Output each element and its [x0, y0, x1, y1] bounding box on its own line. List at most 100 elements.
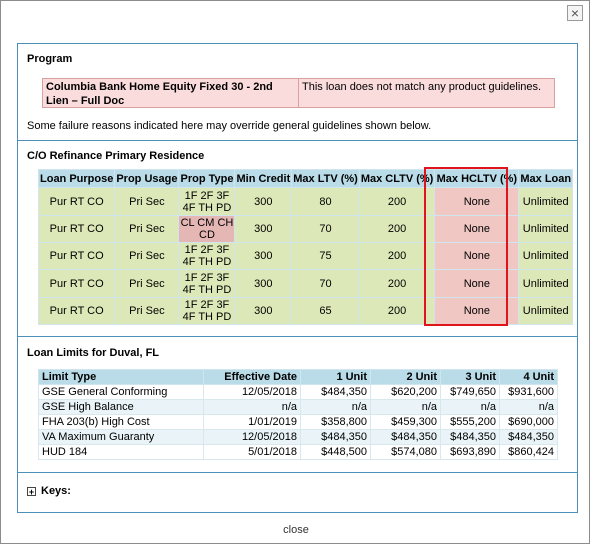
cell-purpose: Pur RT CO: [37, 297, 116, 325]
cell-hcltv: None: [434, 187, 520, 216]
cell-limit-type: FHA 203(b) High Cost: [38, 414, 204, 430]
cell-unit-1: $448,500: [300, 444, 371, 460]
refinance-header-row: Loan Purpose Prop Usage Prop Type Min Cr…: [37, 169, 574, 188]
cell-ltv: 70: [291, 215, 360, 243]
cell-unit-2: $459,300: [370, 414, 441, 430]
refinance-title: C/O Refinance Primary Residence: [27, 150, 205, 162]
cell-unit-2: n/a: [370, 399, 441, 415]
col-limit-type: Limit Type: [38, 369, 204, 385]
cell-date: 12/05/2018: [203, 429, 301, 445]
cell-unit-3: $555,200: [440, 414, 500, 430]
cell-usage: Pri Sec: [114, 215, 180, 243]
cell-max-loan: Unlimited: [518, 297, 574, 325]
col-max-hcltv: Max HCLTV (%): [434, 169, 520, 188]
cell-unit-1: $484,350: [300, 384, 371, 400]
cell-cltv: 200: [358, 269, 436, 298]
program-result-table: Columbia Bank Home Equity Fixed 30 - 2nd…: [42, 78, 555, 108]
cell-unit-4: $860,424: [499, 444, 558, 460]
cell-limit-type: GSE General Conforming: [38, 384, 204, 400]
cell-date: n/a: [203, 399, 301, 415]
cell-purpose: Pur RT CO: [37, 242, 116, 270]
cell-usage: Pri Sec: [114, 269, 180, 298]
cell-max-loan: Unlimited: [518, 269, 574, 298]
program-title: Program: [27, 53, 73, 65]
refinance-table: Loan Purpose Prop Usage Prop Type Min Cr…: [37, 169, 574, 325]
table-row: Pur RT CO Pri Sec 1F 2F 3F 4F TH PD 300 …: [37, 242, 574, 270]
close-icon[interactable]: ×: [567, 5, 583, 21]
cell-date: 1/01/2019: [203, 414, 301, 430]
cell-credit: 300: [234, 242, 293, 270]
cell-prop-type: CL CM CH CD: [178, 215, 236, 243]
col-2-unit: 2 Unit: [370, 369, 441, 385]
cell-unit-3: $749,650: [440, 384, 500, 400]
cell-ltv: 70: [291, 269, 360, 298]
cell-unit-2: $574,080: [370, 444, 441, 460]
cell-hcltv: None: [434, 242, 520, 270]
cell-max-loan: Unlimited: [518, 242, 574, 270]
cell-date: 5/01/2018: [203, 444, 301, 460]
loan-limits-section: Loan Limits for Duval, FL Limit Type Eff…: [18, 337, 577, 473]
col-max-ltv: Max LTV (%): [291, 169, 360, 188]
col-effective-date: Effective Date: [203, 369, 301, 385]
content-panel: Program Columbia Bank Home Equity Fixed …: [17, 43, 578, 513]
refinance-section: C/O Refinance Primary Residence Loan Pur…: [18, 141, 577, 337]
cell-unit-1: $358,800: [300, 414, 371, 430]
cell-credit: 300: [234, 269, 293, 298]
cell-unit-4: $690,000: [499, 414, 558, 430]
cell-usage: Pri Sec: [114, 242, 180, 270]
cell-credit: 300: [234, 215, 293, 243]
cell-unit-4: $931,600: [499, 384, 558, 400]
table-row: HUD 184 5/01/2018 $448,500 $574,080 $693…: [38, 444, 558, 460]
keys-label: Keys:: [41, 485, 71, 497]
table-row: GSE High Balance n/a n/a n/a n/a n/a: [38, 399, 558, 415]
program-section: Program Columbia Bank Home Equity Fixed …: [18, 44, 577, 141]
cell-usage: Pri Sec: [114, 297, 180, 325]
cell-usage: Pri Sec: [114, 187, 180, 216]
close-link[interactable]: close: [283, 524, 309, 536]
cell-ltv: 80: [291, 187, 360, 216]
col-prop-type: Prop Type: [178, 169, 236, 188]
cell-hcltv: None: [434, 269, 520, 298]
cell-prop-type: 1F 2F 3F 4F TH PD: [178, 187, 236, 216]
col-min-credit: Min Credit: [234, 169, 293, 188]
limits-header-row: Limit Type Effective Date 1 Unit 2 Unit …: [38, 369, 558, 385]
cell-limit-type: GSE High Balance: [38, 399, 204, 415]
cell-prop-type: 1F 2F 3F 4F TH PD: [178, 269, 236, 298]
cell-unit-2: $484,350: [370, 429, 441, 445]
loan-limits-title: Loan Limits for Duval, FL: [27, 347, 160, 359]
cell-cltv: 200: [358, 215, 436, 243]
cell-purpose: Pur RT CO: [37, 215, 116, 243]
cell-unit-3: $693,890: [440, 444, 500, 460]
table-row: Pur RT CO Pri Sec 1F 2F 3F 4F TH PD 300 …: [37, 269, 574, 298]
cell-ltv: 75: [291, 242, 360, 270]
cell-prop-type: 1F 2F 3F 4F TH PD: [178, 297, 236, 325]
cell-purpose: Pur RT CO: [37, 187, 116, 216]
col-loan-purpose: Loan Purpose: [37, 169, 116, 188]
cell-purpose: Pur RT CO: [37, 269, 116, 298]
cell-credit: 300: [234, 187, 293, 216]
col-3-unit: 3 Unit: [440, 369, 500, 385]
col-4-unit: 4 Unit: [499, 369, 558, 385]
table-row: Pur RT CO Pri Sec CL CM CH CD 300 70 200…: [37, 215, 574, 243]
cell-unit-3: n/a: [440, 399, 500, 415]
table-row: Pur RT CO Pri Sec 1F 2F 3F 4F TH PD 300 …: [37, 187, 574, 216]
cell-cltv: 200: [358, 242, 436, 270]
table-row: Pur RT CO Pri Sec 1F 2F 3F 4F TH PD 300 …: [37, 297, 574, 325]
cell-credit: 300: [234, 297, 293, 325]
cell-prop-type: 1F 2F 3F 4F TH PD: [178, 242, 236, 270]
col-1-unit: 1 Unit: [300, 369, 371, 385]
keys-toggle[interactable]: + Keys:: [27, 485, 71, 497]
table-row: VA Maximum Guaranty 12/05/2018 $484,350 …: [38, 429, 558, 445]
program-name: Columbia Bank Home Equity Fixed 30 - 2nd…: [43, 79, 299, 107]
cell-unit-3: $484,350: [440, 429, 500, 445]
loan-limits-table: Limit Type Effective Date 1 Unit 2 Unit …: [38, 369, 558, 460]
cell-limit-type: VA Maximum Guaranty: [38, 429, 204, 445]
col-max-loan: Max Loan: [518, 169, 574, 188]
cell-unit-1: n/a: [300, 399, 371, 415]
cell-ltv: 65: [291, 297, 360, 325]
cell-cltv: 200: [358, 297, 436, 325]
override-note: Some failure reasons indicated here may …: [27, 120, 432, 132]
expand-plus-icon[interactable]: +: [27, 486, 36, 497]
cell-unit-4: $484,350: [499, 429, 558, 445]
